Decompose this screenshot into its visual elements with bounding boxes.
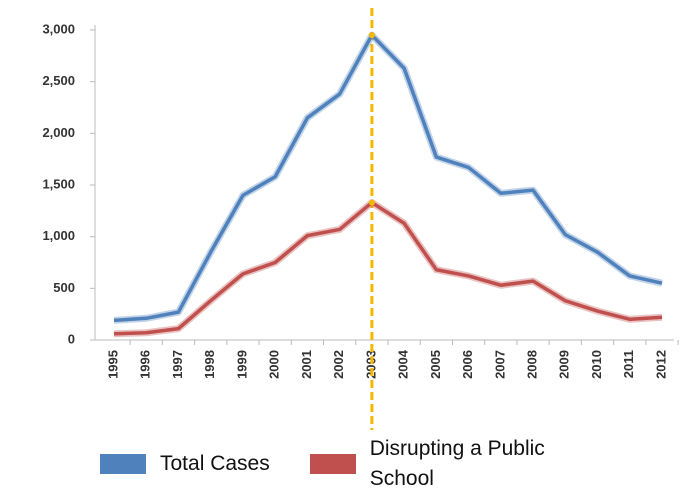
legend-label: Disrupting a Public School — [369, 436, 545, 490]
x-tick-label: 2006 — [460, 350, 475, 379]
y-tick-label: 2,500 — [42, 73, 75, 88]
x-tick-label: 2009 — [557, 350, 572, 379]
legend-swatch — [100, 454, 146, 474]
legend-item: Total Cases — [100, 449, 270, 479]
x-tick-label: 2000 — [267, 350, 282, 379]
y-tick-label: 1,000 — [42, 228, 75, 243]
y-tick-label: 3,000 — [42, 21, 75, 36]
chart: 0 500 1,000 1,500 2,000 2,500 3,000 1995 1996 199… — [42, 8, 679, 430]
x-tick-label: 2012 — [653, 350, 668, 379]
y-tick-label: 2,000 — [42, 125, 75, 140]
x-tick-label: 1998 — [202, 350, 217, 379]
legend: Total Cases Disrupting a Public School — [100, 432, 670, 496]
x-tick-label: 1995 — [105, 350, 120, 379]
x-tick-label: 2008 — [524, 350, 539, 379]
x-tick-label: 2004 — [396, 349, 411, 379]
x-tick-label: 1997 — [170, 350, 185, 379]
legend-swatch — [309, 454, 356, 474]
x-tick-label: 2001 — [299, 350, 314, 379]
legend-label: Total Cases — [160, 451, 270, 475]
highlight-point — [368, 199, 375, 206]
series-line — [113, 200, 663, 336]
y-tick-label: 1,500 — [42, 176, 75, 191]
x-tick-label: 2002 — [331, 350, 346, 379]
legend-item: Disrupting a Public School — [309, 434, 610, 495]
x-tick-label: 1999 — [234, 350, 249, 379]
y-tick-label: 500 — [53, 280, 75, 295]
highlight-point — [368, 32, 375, 39]
x-tick-label: 2007 — [492, 350, 507, 379]
series-line — [113, 33, 663, 323]
x-tick-label: 2011 — [621, 350, 636, 378]
x-tick-label: 2005 — [428, 350, 443, 379]
y-tick-label: 0 — [68, 331, 75, 346]
x-tick-label: 2010 — [589, 350, 604, 379]
x-tick-label: 2003 — [363, 350, 378, 379]
x-tick-label: 1996 — [138, 350, 153, 379]
